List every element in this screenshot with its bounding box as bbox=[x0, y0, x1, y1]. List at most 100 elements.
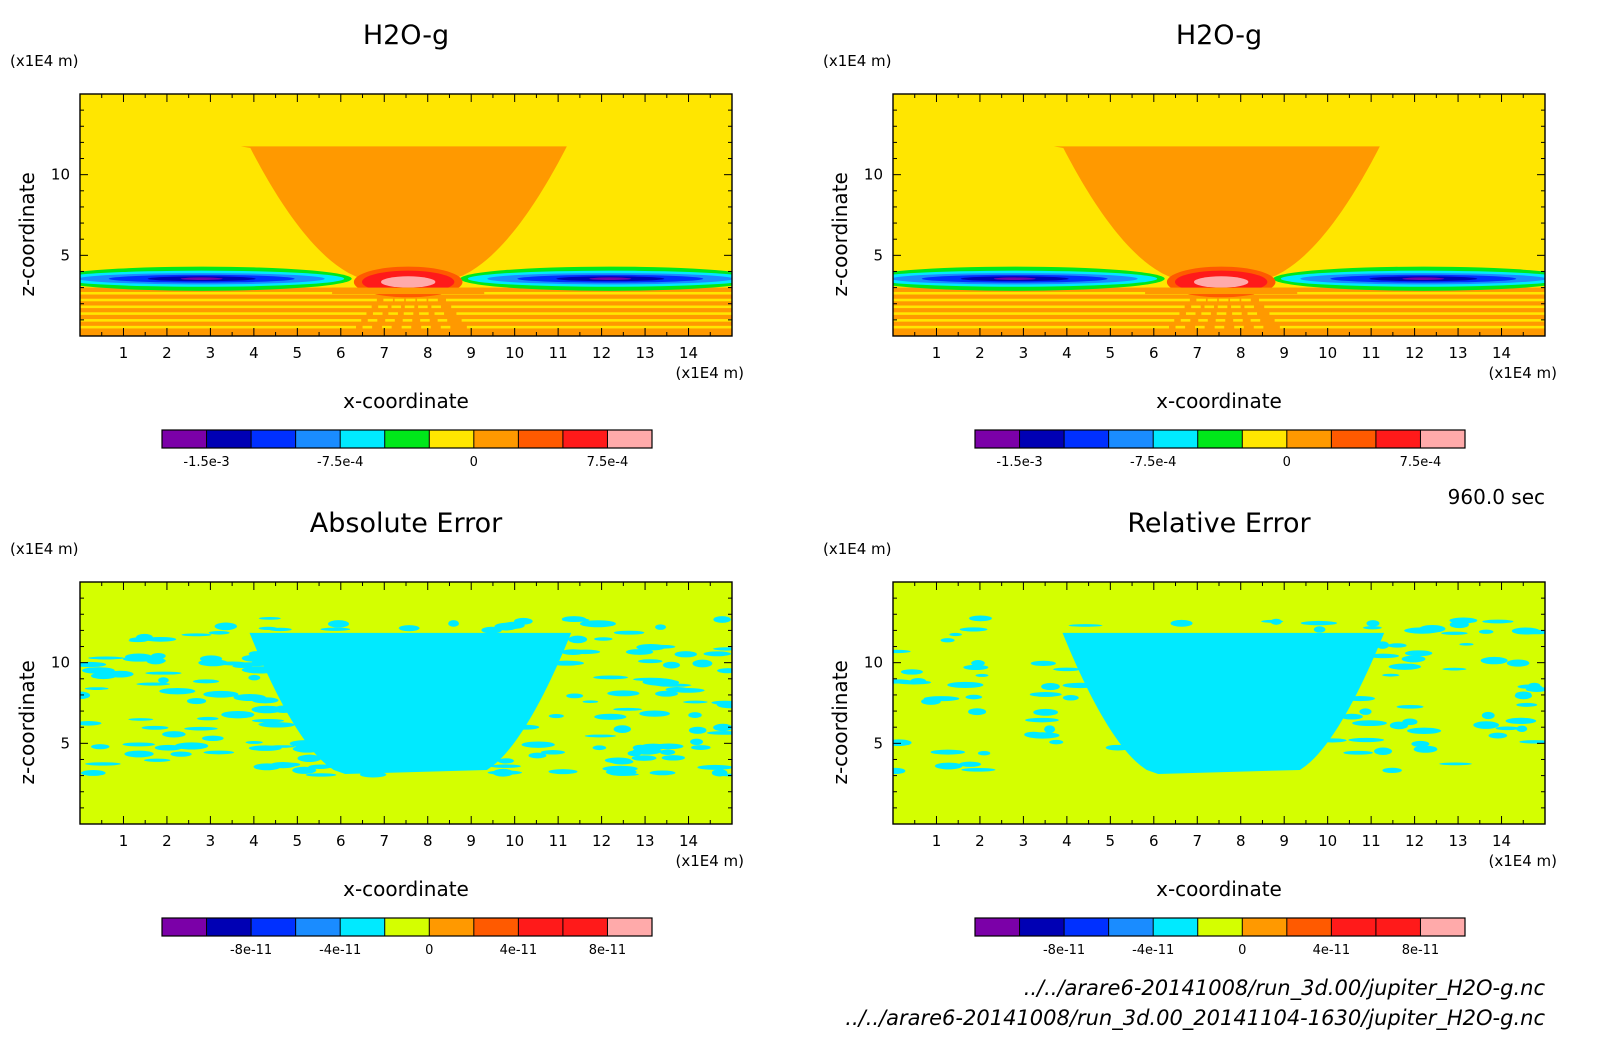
field-error-patch bbox=[930, 749, 966, 755]
field-error-patch bbox=[713, 723, 732, 732]
field-band bbox=[1279, 325, 1545, 329]
x-unit-label: (x1E4 m) bbox=[1488, 852, 1557, 870]
field-error-patch bbox=[961, 768, 996, 772]
field-band bbox=[1201, 312, 1211, 315]
field-error-patch bbox=[1413, 745, 1438, 753]
y-tick-label: 5 bbox=[60, 734, 70, 752]
field-band bbox=[419, 312, 429, 315]
field-error-patch bbox=[690, 738, 703, 746]
field-error-patch bbox=[248, 674, 261, 681]
field-error-patch bbox=[313, 764, 342, 769]
field-error-patch bbox=[1033, 708, 1059, 716]
field-error-patch bbox=[1506, 659, 1530, 667]
field-error-patch bbox=[949, 632, 962, 637]
field-error-patch bbox=[497, 758, 514, 764]
chart-panel: H2O-g(x1E4 m)(x1E4 m)1 2 3 4 5 6 7 8 9 10 11 12 13 14… bbox=[823, 20, 1557, 470]
field-error-patch bbox=[717, 668, 732, 674]
colorbar-swatch bbox=[1375, 918, 1421, 936]
x-tick-label: 10 bbox=[505, 832, 524, 850]
field-error-patch bbox=[893, 679, 913, 684]
field-error-patch bbox=[490, 764, 521, 768]
colorbar-swatch bbox=[1197, 430, 1243, 448]
field-error-patch bbox=[1439, 762, 1472, 766]
field-error-patch bbox=[292, 766, 317, 774]
field-band bbox=[401, 325, 412, 329]
field-band bbox=[403, 312, 414, 315]
field-error-patch bbox=[1511, 627, 1540, 635]
field-band bbox=[431, 305, 441, 309]
colorbar-frame bbox=[974, 429, 1466, 449]
field-error-patch bbox=[1261, 619, 1284, 623]
x-tick-label: 14 bbox=[679, 344, 698, 362]
x-tick-label: 10 bbox=[505, 344, 524, 362]
y-tick-label: 5 bbox=[873, 734, 883, 752]
field-error-patch bbox=[88, 656, 124, 660]
field-lower-layer bbox=[1145, 287, 1298, 295]
chart-title: H2O-g bbox=[363, 20, 449, 51]
field-error-patch bbox=[241, 666, 278, 674]
field-error-patch bbox=[649, 770, 676, 776]
colorbar-tick-label: -7.5e-4 bbox=[317, 455, 363, 470]
field-error-patch bbox=[1449, 617, 1478, 624]
colorbar-swatch bbox=[1286, 430, 1332, 448]
field-error-patch bbox=[975, 673, 989, 677]
field-error-patch bbox=[1482, 619, 1514, 624]
field-band bbox=[893, 298, 1190, 302]
x-tick-label: 3 bbox=[206, 832, 216, 850]
colorbar-swatch bbox=[1331, 918, 1377, 936]
x-tick-label: 1 bbox=[932, 344, 942, 362]
y-axis-label: z-coordinate bbox=[828, 172, 852, 296]
field-error-patch bbox=[584, 734, 617, 738]
field-error-patch bbox=[1515, 691, 1532, 698]
colorbar-swatch bbox=[295, 918, 341, 936]
field-error-patch bbox=[703, 651, 732, 657]
heatmap-field bbox=[80, 94, 732, 336]
field-error-patch bbox=[691, 745, 711, 750]
colorbar-swatch bbox=[607, 918, 653, 936]
colorbar-tick-label: 0 bbox=[1238, 943, 1246, 958]
field-band bbox=[1204, 305, 1215, 309]
colorbar-swatch bbox=[206, 430, 252, 448]
field-band bbox=[893, 312, 1180, 315]
field-error-patch bbox=[1068, 624, 1103, 627]
field-band bbox=[1175, 325, 1186, 329]
x-tick-label: 13 bbox=[1449, 832, 1468, 850]
x-tick-label: 9 bbox=[1279, 344, 1289, 362]
field-error-patch bbox=[1170, 619, 1193, 627]
field-error-patch bbox=[125, 653, 153, 661]
field-warm-core bbox=[381, 276, 436, 288]
x-tick-label: 6 bbox=[336, 344, 346, 362]
colorbar-tick-label: 0 bbox=[470, 455, 478, 470]
field-error-patch bbox=[511, 724, 540, 730]
field-error-patch bbox=[959, 761, 982, 767]
x-tick-label: 13 bbox=[1449, 344, 1468, 362]
field-band bbox=[362, 325, 373, 329]
colorbar-swatch bbox=[1197, 918, 1243, 936]
field-error-patch bbox=[1041, 682, 1060, 691]
field-band bbox=[80, 325, 357, 329]
x-tick-label: 9 bbox=[1279, 832, 1289, 850]
y-unit-label: (x1E4 m) bbox=[10, 540, 79, 558]
field-moist-layer-left bbox=[993, 277, 1036, 281]
field-band bbox=[893, 305, 1185, 309]
field-error-patch bbox=[613, 707, 642, 711]
field-band bbox=[1269, 312, 1545, 315]
colorbar-swatch bbox=[975, 918, 1021, 936]
field-warm-core bbox=[1194, 276, 1249, 288]
field-error-patch bbox=[1387, 643, 1407, 648]
field-error-patch bbox=[122, 742, 155, 747]
x-tick-label: 2 bbox=[162, 344, 172, 362]
file-path-1: ../../arare6-20141008/run_3d.00/jupiter_… bbox=[1024, 976, 1546, 1001]
field-error-patch bbox=[613, 630, 645, 635]
chart-title: Absolute Error bbox=[310, 508, 503, 539]
colorbar-frame bbox=[161, 917, 653, 937]
field-error-patch bbox=[208, 630, 230, 635]
field-error-patch bbox=[1516, 702, 1538, 707]
field-error-patch bbox=[1348, 737, 1385, 743]
field-error-patch bbox=[289, 740, 321, 748]
colorbar-swatch bbox=[1064, 918, 1110, 936]
field-band bbox=[404, 305, 415, 309]
field-band bbox=[440, 325, 451, 329]
colorbar-swatch bbox=[1420, 918, 1466, 936]
field-error-patch bbox=[1519, 740, 1545, 744]
